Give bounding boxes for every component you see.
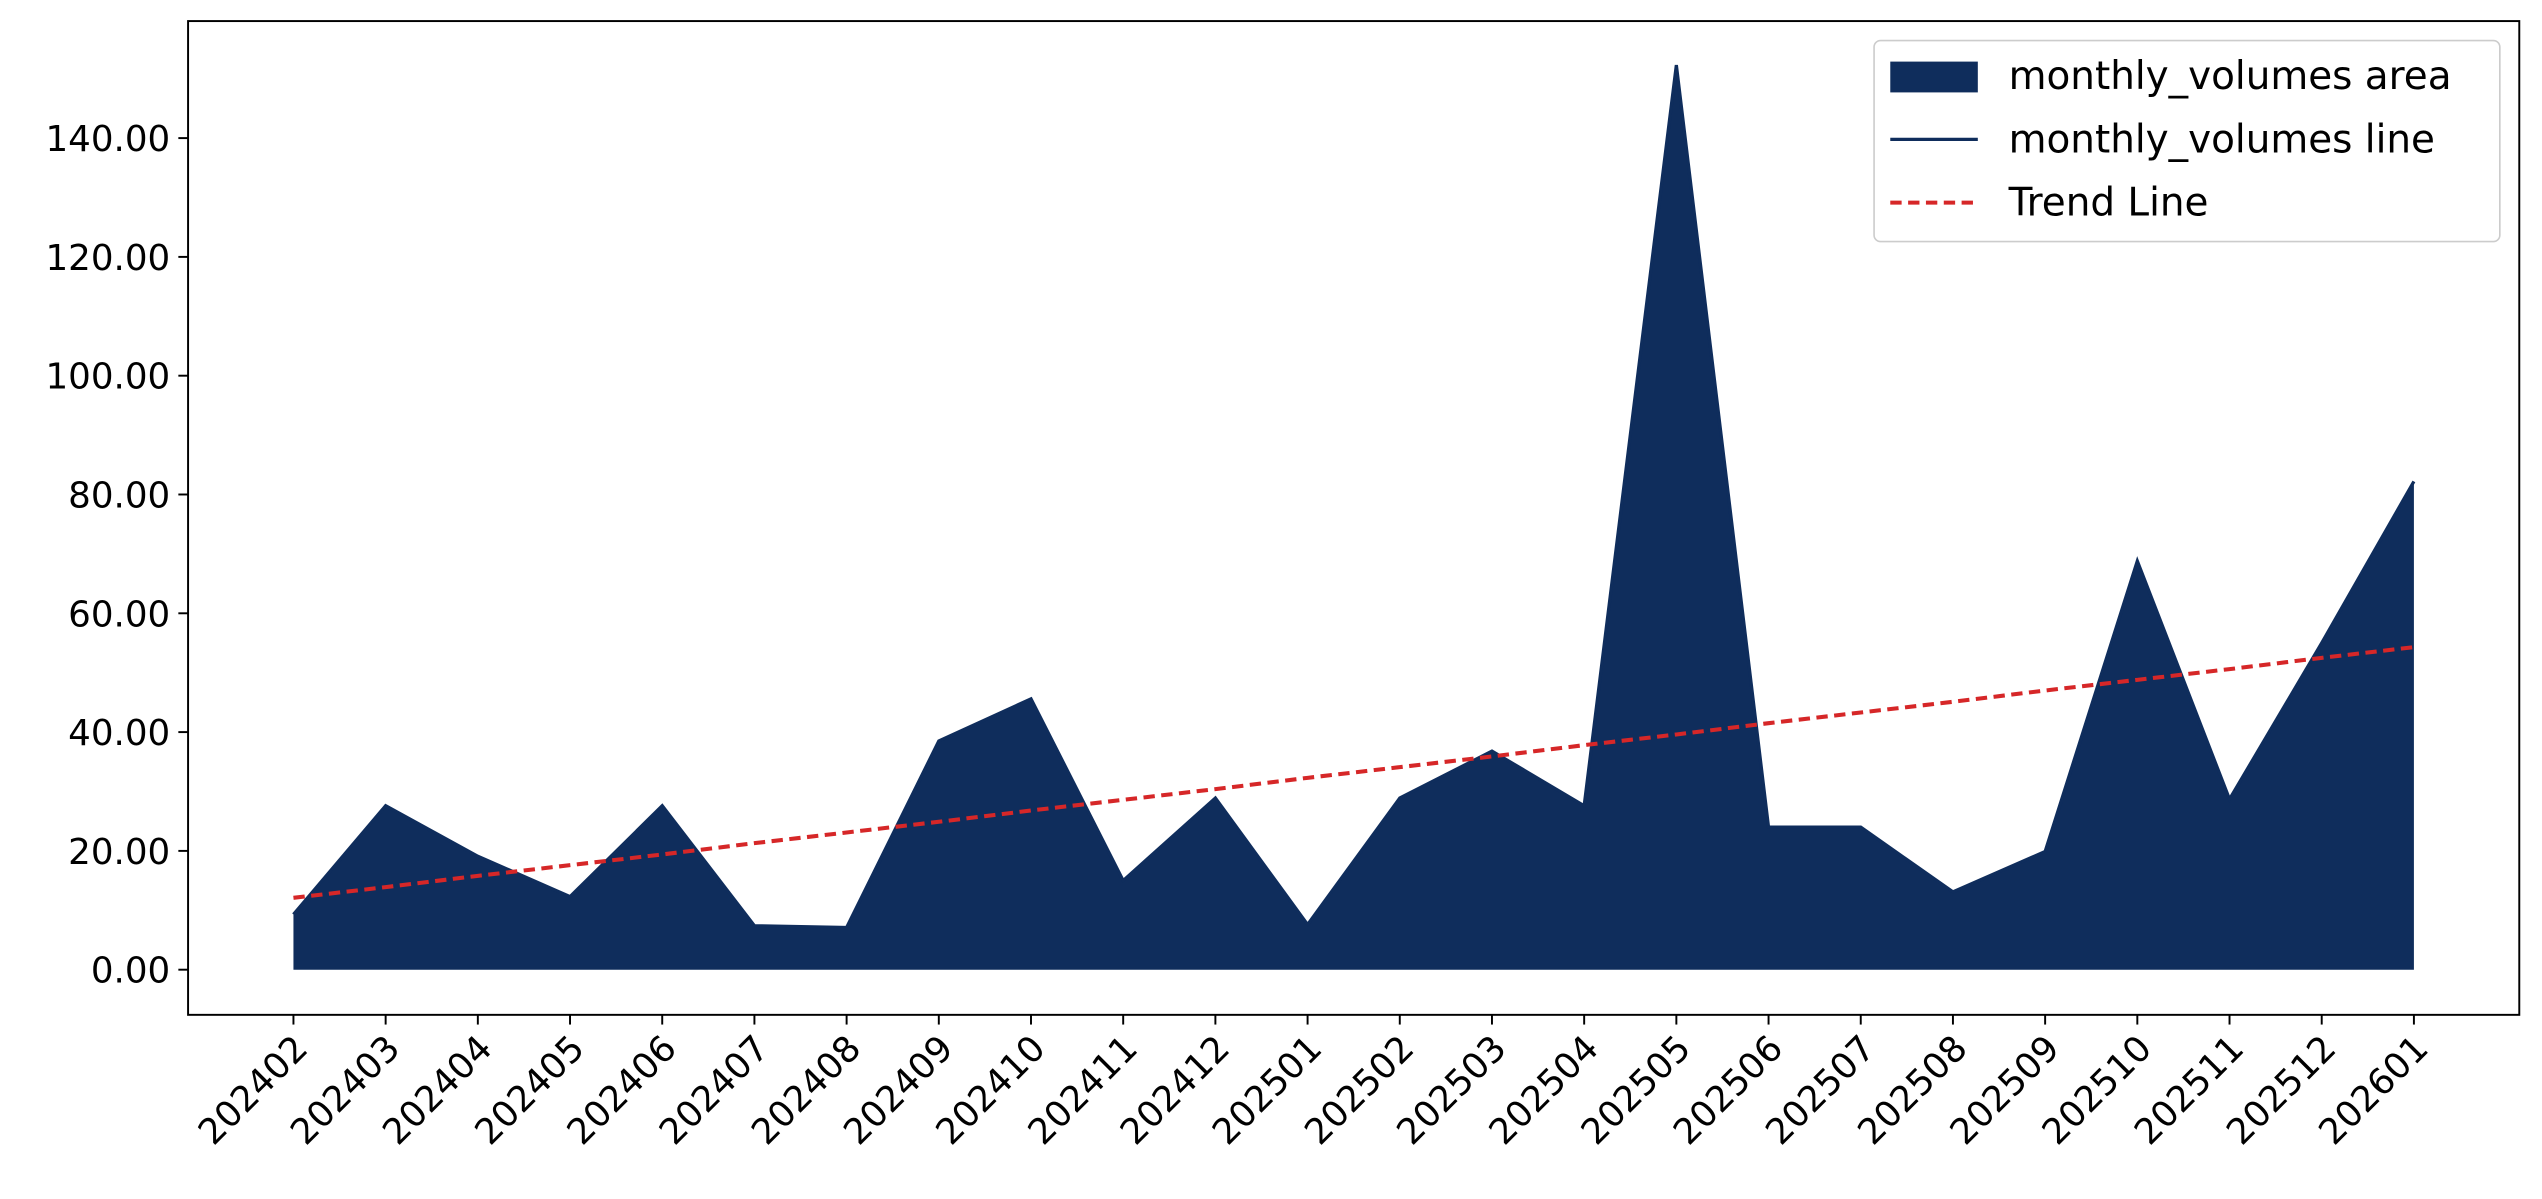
legend-box bbox=[1873, 39, 2501, 243]
y-tick-label: 0.00 bbox=[91, 951, 170, 992]
plot-frame bbox=[187, 20, 2521, 1016]
y-tick-label: 120.00 bbox=[45, 238, 170, 279]
y-tick-label: 40.00 bbox=[68, 713, 170, 754]
y-tick-label: 20.00 bbox=[68, 832, 170, 873]
line bbox=[292, 64, 2416, 930]
y-tick-label: 80.00 bbox=[68, 475, 170, 516]
y-tick-label: 60.00 bbox=[68, 594, 170, 635]
legend-label: monthly_volumes line bbox=[2009, 117, 2435, 162]
y-tick-label: 140.00 bbox=[45, 119, 170, 160]
area bbox=[293, 65, 2414, 970]
legend: monthly_volumes area monthly_volumes line… bbox=[1873, 39, 2501, 243]
y-tick-label: 100.00 bbox=[45, 357, 170, 398]
legend-swatch bbox=[1890, 61, 1978, 93]
legend-label: Trend Line bbox=[2008, 181, 2209, 226]
legend-label: monthly_volumes area bbox=[2009, 54, 2452, 99]
